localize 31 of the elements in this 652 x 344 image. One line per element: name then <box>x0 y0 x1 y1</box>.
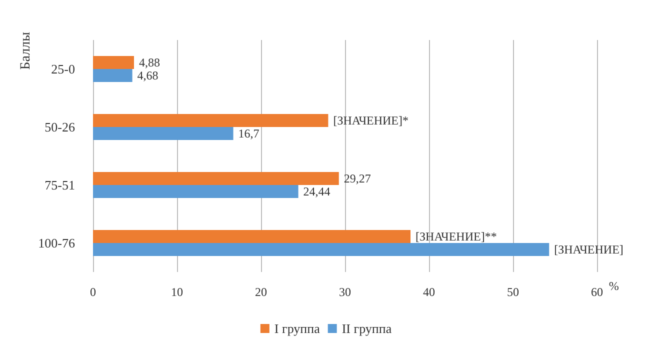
y-tick-label: 100-76 <box>38 236 76 250</box>
data-label: [ЗНАЧЕНИЕ]* <box>333 114 409 128</box>
x-tick-label: 10 <box>171 285 183 299</box>
bar <box>93 230 411 243</box>
x-tick-label: 20 <box>255 285 267 299</box>
bar <box>93 69 132 82</box>
y-tick-label: 75-51 <box>44 178 75 192</box>
data-label: 4,68 <box>137 68 158 82</box>
y-tick-label: 25-0 <box>51 62 75 76</box>
x-tick-label: 0 <box>90 285 96 299</box>
data-label: [ЗНАЧЕНИЕ] <box>554 242 624 256</box>
x-tick-label: 60 <box>591 285 603 299</box>
data-label: 29,27 <box>344 172 371 186</box>
y-axis-title: Баллы <box>18 31 34 70</box>
x-tick-label: 30 <box>339 285 351 299</box>
data-label: 4,88 <box>138 56 160 70</box>
data-label: [ЗНАЧЕНИЕ]** <box>416 230 497 244</box>
legend-label: I группа <box>274 321 320 336</box>
bar <box>93 172 339 185</box>
data-label: 24,44 <box>303 184 330 198</box>
y-tick-label: 50-26 <box>44 120 76 134</box>
legend-label: II группа <box>342 321 392 336</box>
x-axis-title: % <box>608 279 619 293</box>
bar <box>93 114 328 127</box>
bar <box>93 56 134 69</box>
bar <box>93 243 550 256</box>
bar <box>93 127 234 140</box>
x-tick-label: 40 <box>423 285 435 299</box>
x-tick-label: 50 <box>507 285 519 299</box>
bar <box>93 185 298 198</box>
data-label: 16,7 <box>238 126 260 140</box>
